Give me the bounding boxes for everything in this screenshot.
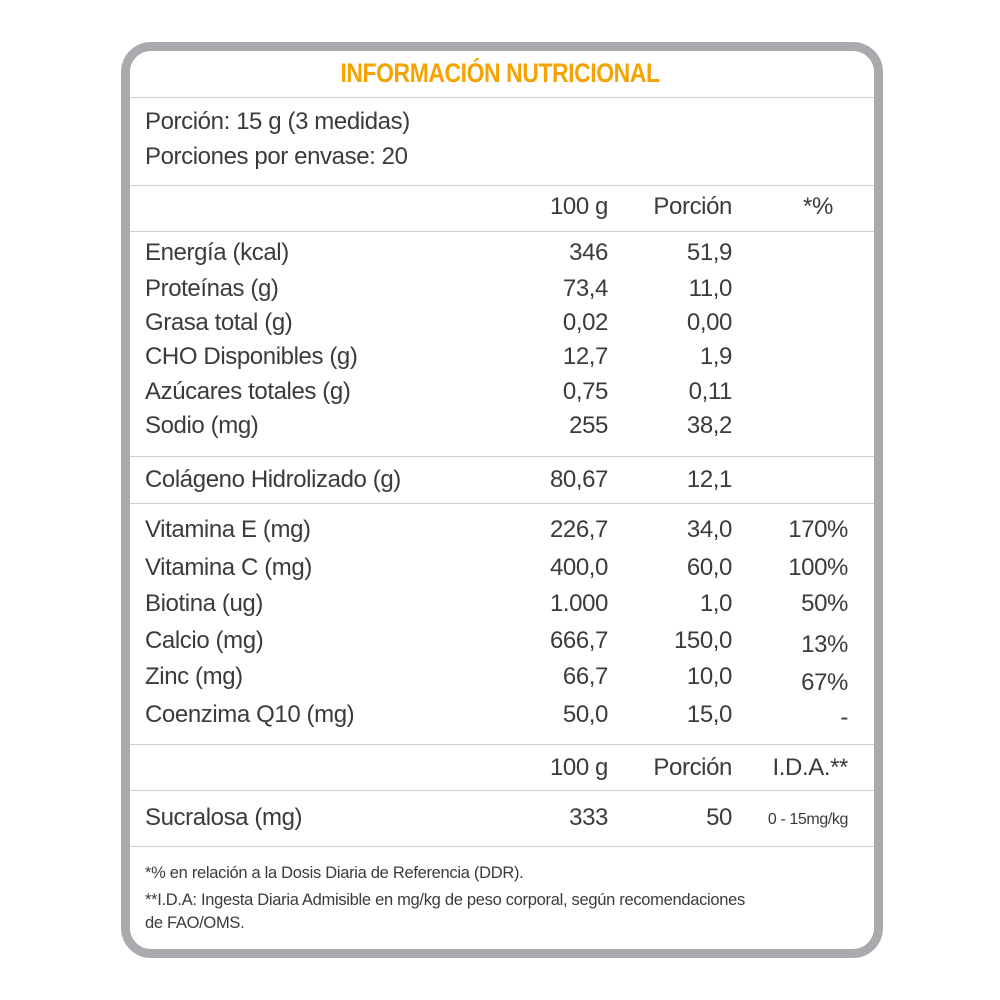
header-100g: 100 g <box>549 193 608 220</box>
footnote-ida: **I.D.A: Ingesta Diaria Admisible en mg/… <box>145 891 745 909</box>
value-per-100g: 1.000 <box>549 590 608 617</box>
nutrient-label: Zinc (mg) <box>145 663 243 690</box>
value-per-portion: 38,2 <box>686 412 733 439</box>
footnote-ida-cont: de FAO/OMS. <box>145 914 245 932</box>
label-title: INFORMACIÓN NUTRICIONAL <box>340 58 660 88</box>
value-per-portion: 0,00 <box>686 309 733 336</box>
nutrient-label: Grasa total (g) <box>145 309 293 336</box>
value-per-100g: 400,0 <box>549 554 608 581</box>
daily-value-percent: 67% <box>801 669 848 696</box>
value-per-portion: 0,11 <box>688 378 733 405</box>
nutrient-label: Colágeno Hidrolizado (g) <box>145 466 401 493</box>
value-per-100g: 50,0 <box>562 701 609 728</box>
value-per-portion: 12,1 <box>686 466 733 493</box>
ida-value: 0 - 15mg/kg <box>767 811 848 828</box>
header-portion: Porción <box>653 193 732 220</box>
nutrient-label: Vitamina E (mg) <box>145 516 311 543</box>
divider <box>130 231 874 232</box>
header-percent: *% <box>803 193 833 220</box>
daily-value-percent: - <box>840 704 848 731</box>
value-per-100g: 12,7 <box>562 343 609 370</box>
value-per-portion: 34,0 <box>686 516 733 543</box>
nutrient-label: CHO Disponibles (g) <box>145 343 358 370</box>
footnote-ddr: *% en relación a la Dosis Diaria de Refe… <box>145 864 524 882</box>
divider <box>130 456 874 457</box>
nutrient-label: Proteínas (g) <box>145 275 279 302</box>
nutrient-label: Azúcares totales (g) <box>145 378 351 405</box>
daily-value-percent: 170% <box>788 516 848 543</box>
nutrient-label: Calcio (mg) <box>145 627 264 654</box>
value-per-portion: 50 <box>706 804 732 831</box>
value-per-100g: 0,75 <box>562 378 609 405</box>
value-per-portion: 11,0 <box>688 275 733 302</box>
value-per-portion: 1,0 <box>699 590 733 617</box>
daily-value-percent: 100% <box>788 554 848 581</box>
daily-value-percent: 50% <box>801 590 848 617</box>
value-per-100g: 255 <box>569 412 608 439</box>
divider <box>130 503 874 504</box>
header2-100g: 100 g <box>549 754 608 781</box>
nutrient-label: Coenzima Q10 (mg) <box>145 701 355 728</box>
value-per-100g: 80,67 <box>549 466 608 493</box>
divider <box>130 790 874 791</box>
header2-portion: Porción <box>653 754 732 781</box>
header2-ida: I.D.A.** <box>772 754 849 781</box>
nutrient-label: Sodio (mg) <box>145 412 259 439</box>
nutrient-label: Vitamina C (mg) <box>145 554 312 581</box>
value-per-portion: 60,0 <box>686 554 733 581</box>
divider <box>130 744 874 745</box>
value-per-portion: 1,9 <box>699 343 733 370</box>
value-per-100g: 346 <box>569 239 608 266</box>
serving-size: Porción: 15 g (3 medidas) <box>145 108 410 135</box>
value-per-100g: 73,4 <box>562 275 609 302</box>
daily-value-percent: 13% <box>801 631 848 658</box>
nutrition-label-frame <box>121 42 883 958</box>
nutrient-label: Sucralosa (mg) <box>145 804 303 831</box>
value-per-100g: 226,7 <box>549 516 608 543</box>
divider <box>130 185 874 186</box>
nutrient-label: Energía (kcal) <box>145 239 289 266</box>
nutrient-label: Biotina (ug) <box>145 590 263 617</box>
servings-per-container: Porciones por envase: 20 <box>145 143 408 170</box>
value-per-100g: 66,7 <box>562 663 609 690</box>
value-per-100g: 0,02 <box>562 309 609 336</box>
value-per-portion: 150,0 <box>673 627 732 654</box>
value-per-portion: 10,0 <box>686 663 733 690</box>
value-per-portion: 51,9 <box>686 239 733 266</box>
value-per-portion: 15,0 <box>686 701 733 728</box>
divider <box>130 97 874 98</box>
divider <box>130 846 874 847</box>
value-per-100g: 666,7 <box>549 627 608 654</box>
value-per-100g: 333 <box>569 804 608 831</box>
